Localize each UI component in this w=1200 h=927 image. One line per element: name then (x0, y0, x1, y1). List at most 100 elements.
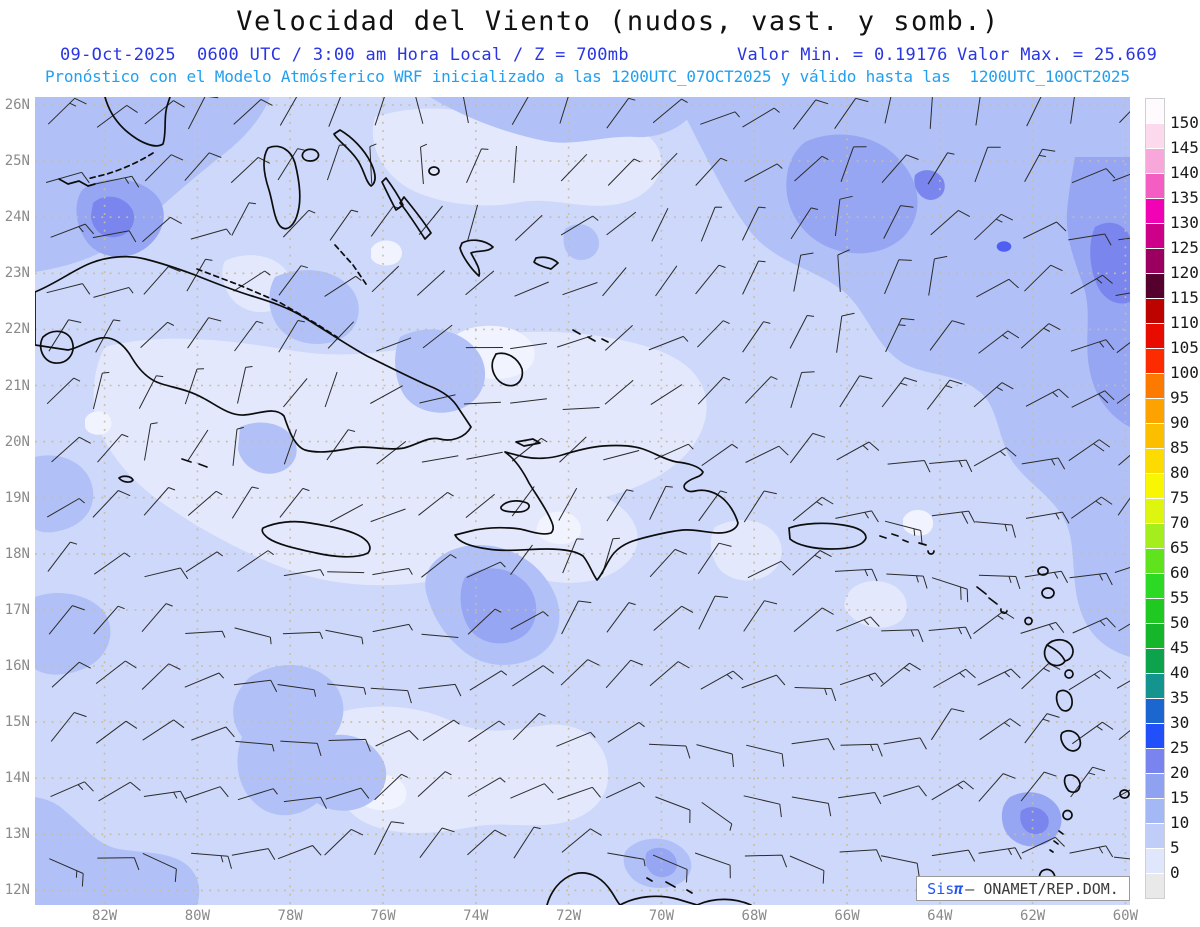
wind-barb (700, 206, 723, 242)
wind-barb (374, 773, 409, 801)
colorbar-label: 110 (1170, 313, 1199, 332)
wind-barb (421, 633, 459, 638)
lat-label: 15N (4, 714, 30, 731)
wind-barb (792, 496, 834, 522)
wind-barb (96, 104, 138, 128)
colorbar-segment (1146, 574, 1164, 598)
shade-region-b (996, 241, 1012, 252)
wind-barb (278, 265, 308, 296)
wind-barb (467, 777, 506, 797)
lat-label: 17N (4, 601, 30, 618)
lon-label: 62W (1019, 908, 1046, 924)
credit-badge: Sis π – ONAMET/REP.DOM. (916, 876, 1130, 901)
wind-barb (279, 487, 310, 518)
wind-barb (191, 852, 232, 869)
wind-barb (1025, 388, 1069, 407)
coastline-venezuela-coast (619, 895, 752, 906)
coastline-cuba (34, 255, 472, 453)
wind-barb (277, 684, 317, 697)
lon-label: 78W (277, 908, 303, 924)
wind-barb (700, 111, 740, 125)
wind-barb (560, 659, 600, 686)
wind-barb (376, 337, 412, 352)
wind-barb (372, 568, 413, 576)
wind-barb (789, 315, 815, 349)
wind-barb (185, 786, 229, 800)
wind-barb (606, 211, 637, 236)
colorbar-label: 120 (1170, 263, 1199, 282)
colorbar-label: 100 (1170, 363, 1199, 382)
colorbar-segment (1146, 749, 1164, 773)
wind-barb (883, 205, 914, 239)
wind-barb (604, 325, 633, 351)
wind-barb (1072, 721, 1114, 745)
wind-barb (603, 450, 640, 461)
wind-barb (370, 385, 403, 404)
wind-barb (840, 743, 883, 757)
wind-barb (92, 490, 131, 518)
wind-barb (794, 687, 837, 702)
wind-barb (884, 259, 912, 295)
colorbar-segment (1146, 399, 1164, 423)
wind-barb (743, 600, 778, 632)
wind-barb (648, 335, 689, 351)
colorbar-segment (1146, 124, 1164, 148)
coastline-florida (104, 96, 171, 147)
wind-barb (466, 561, 506, 578)
wind-barb (649, 485, 673, 520)
wind-barb (885, 318, 915, 353)
wind-barb (973, 382, 1014, 408)
wind-barb (1072, 617, 1116, 634)
wind-barb (931, 510, 976, 524)
wind-barb (278, 320, 305, 353)
wind-barb (144, 154, 184, 182)
lon-label: 68W (741, 908, 767, 924)
wind-barb (1069, 572, 1113, 586)
wind-barb (416, 270, 445, 296)
wind-barb (653, 605, 694, 631)
wind-barb (1070, 274, 1113, 295)
shade-region-m (35, 593, 111, 675)
wind-barb (144, 100, 185, 125)
wind-barb (141, 663, 181, 690)
wind-barb (510, 398, 547, 404)
wind-barb (789, 432, 826, 464)
wind-barb (46, 377, 81, 405)
colorbar-segment (1146, 449, 1164, 473)
wind-barb (606, 97, 636, 129)
wind-barb (144, 567, 189, 580)
wind-barb (745, 445, 789, 463)
wind-barb (560, 153, 588, 182)
shade-region-w (903, 509, 934, 536)
coastline-isla-juventud (39, 330, 74, 364)
wind-barb (144, 422, 158, 461)
shade-region-l (844, 580, 907, 628)
wind-barb-layer (45, 83, 1162, 887)
shade-region-m (675, 97, 1130, 657)
lon-label: 70W (648, 908, 675, 924)
lon-label: 60W (1112, 908, 1139, 924)
coastline-exuma-cays (334, 244, 367, 285)
wind-barb (836, 312, 855, 353)
colorbar-segment (1146, 499, 1164, 523)
page-title: Velocidad del Viento (nudos, vast. y som… (236, 6, 1000, 37)
wind-barb (655, 796, 691, 824)
wind-barb (604, 379, 634, 405)
wind-barb (1069, 845, 1114, 858)
colorbar-segment (1146, 699, 1164, 723)
wind-barb (374, 821, 405, 856)
wind-barb (794, 155, 829, 182)
lat-label: 13N (4, 826, 30, 843)
coastline-sabana-cays (196, 268, 338, 338)
wind-barb (466, 148, 489, 184)
lon-label: 82W (91, 908, 118, 924)
wind-barb (1071, 168, 1116, 184)
wind-barb (510, 783, 554, 799)
coastline-st-lucia (1063, 774, 1081, 794)
wind-barb (792, 99, 829, 130)
colorbar-segment (1146, 799, 1164, 823)
colorbar-segment (1146, 649, 1164, 673)
lat-label: 14N (4, 770, 30, 787)
coastline-martinique (1060, 730, 1082, 752)
wind-barb (234, 320, 264, 352)
